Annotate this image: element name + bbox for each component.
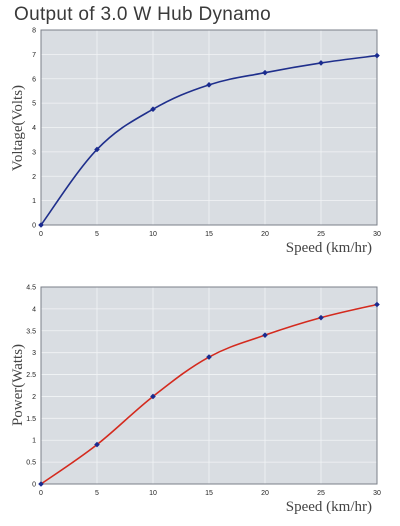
power-data-point bbox=[206, 354, 212, 360]
voltage-y-tick-label: 4 bbox=[32, 125, 36, 132]
power-y-tick-label: 3 bbox=[32, 350, 36, 357]
voltage-y-tick-label: 5 bbox=[32, 101, 36, 108]
power-data-point bbox=[262, 332, 268, 338]
voltage-plot-frame bbox=[40, 29, 378, 226]
voltage-y-tick-label: 3 bbox=[32, 149, 36, 156]
power-plot-frame bbox=[40, 286, 378, 485]
power-y-tick-label: 0 bbox=[32, 482, 36, 489]
power-y-tick-label: 4 bbox=[32, 306, 36, 313]
power-data-point bbox=[150, 393, 156, 400]
voltage-x-tick-label: 25 bbox=[317, 231, 325, 238]
voltage-data-point bbox=[374, 52, 380, 59]
voltage-y-tick-label: 8 bbox=[32, 28, 36, 35]
power-data-point bbox=[318, 314, 324, 321]
voltage-x-tick-label: 0 bbox=[39, 231, 43, 238]
voltage-x-tick-label: 20 bbox=[261, 231, 269, 238]
voltage-x-tick-label: 10 bbox=[149, 231, 157, 238]
power-y-tick-label: 1 bbox=[32, 438, 36, 445]
power-y-tick-label: 3.5 bbox=[26, 328, 36, 335]
voltage-y-tick-label: 6 bbox=[32, 76, 36, 83]
power-data-point bbox=[38, 481, 44, 487]
voltage-data-point bbox=[262, 69, 268, 76]
power-data-point bbox=[94, 441, 100, 448]
voltage-x-tick-label: 15 bbox=[205, 231, 213, 238]
power-x-tick-label: 0 bbox=[39, 490, 43, 497]
power-y-axis-label: Power(Watts) bbox=[10, 344, 26, 426]
voltage-data-point bbox=[206, 82, 212, 88]
power-data-point bbox=[374, 301, 380, 308]
voltage-y-axis-label: Voltage(Volts) bbox=[10, 85, 26, 171]
power-x-tick-label: 25 bbox=[317, 490, 325, 497]
power-x-axis-label: Speed (km/hr) bbox=[286, 499, 372, 515]
power-x-tick-label: 15 bbox=[205, 490, 213, 497]
page-title: Output of 3.0 W Hub Dynamo bbox=[14, 4, 272, 25]
power-y-tick-label: 1.5 bbox=[26, 416, 36, 423]
voltage-data-point bbox=[318, 60, 324, 66]
power-x-tick-label: 20 bbox=[261, 490, 269, 497]
power-y-tick-label: 2 bbox=[32, 394, 36, 401]
power-y-tick-label: 4.5 bbox=[26, 285, 36, 292]
voltage-data-point bbox=[150, 106, 156, 113]
voltage-y-tick-label: 2 bbox=[32, 174, 36, 181]
voltage-data-point bbox=[94, 146, 100, 153]
voltage-y-tick-label: 0 bbox=[32, 223, 36, 230]
power-x-tick-label: 5 bbox=[95, 490, 99, 497]
voltage-y-tick-label: 1 bbox=[32, 198, 36, 205]
power-x-tick-label: 30 bbox=[373, 490, 381, 497]
voltage-x-tick-label: 30 bbox=[373, 231, 381, 238]
power-x-tick-label: 10 bbox=[149, 490, 157, 497]
power-y-tick-label: 2.5 bbox=[26, 372, 36, 379]
power-y-tick-label: 0.5 bbox=[26, 460, 36, 467]
voltage-data-point bbox=[38, 222, 44, 228]
voltage-x-axis-label: Speed (km/hr) bbox=[286, 240, 372, 256]
voltage-y-tick-label: 7 bbox=[32, 52, 36, 59]
voltage-x-tick-label: 5 bbox=[95, 231, 99, 238]
